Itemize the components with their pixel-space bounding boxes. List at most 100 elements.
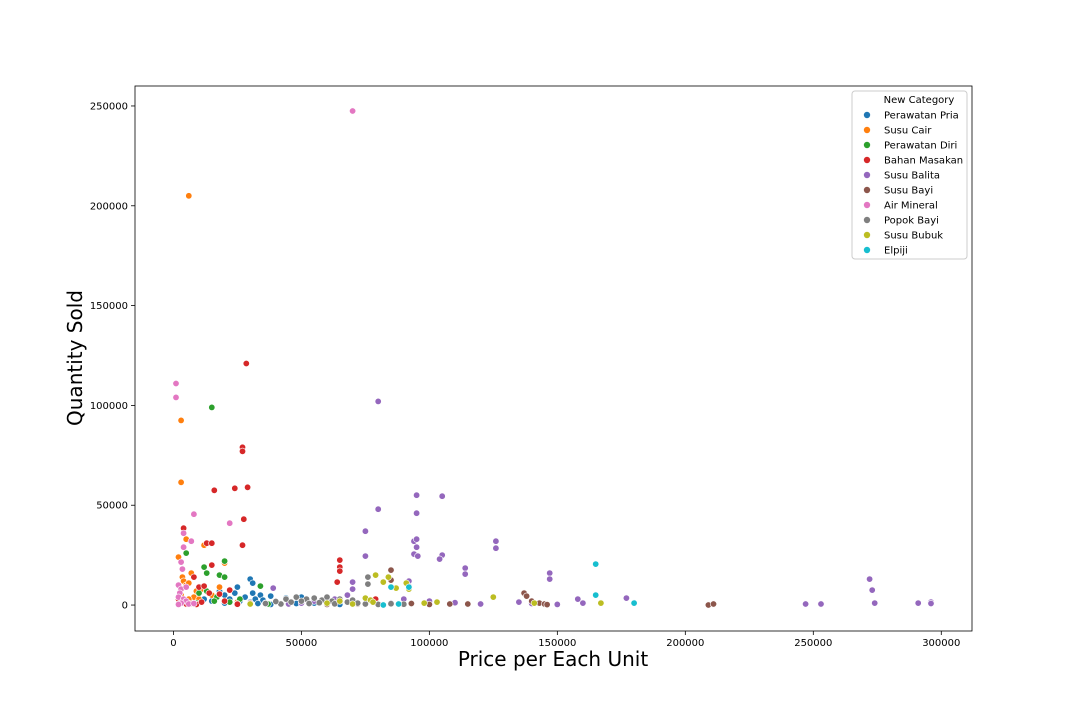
data-point xyxy=(336,567,344,575)
data-point xyxy=(305,599,313,607)
data-point xyxy=(210,597,218,605)
data-point xyxy=(233,600,241,608)
data-point xyxy=(239,447,247,455)
x-tick-label: 300000 xyxy=(922,638,960,649)
data-point xyxy=(530,599,538,607)
legend-marker xyxy=(863,111,871,119)
data-point xyxy=(187,537,195,545)
data-point xyxy=(182,549,190,557)
data-point xyxy=(374,397,382,405)
data-point xyxy=(287,598,295,606)
data-point xyxy=(221,573,229,581)
data-point xyxy=(333,578,341,586)
data-point xyxy=(231,484,239,492)
series-elpiji xyxy=(379,560,638,609)
plot-area xyxy=(134,85,973,632)
data-point xyxy=(413,491,421,499)
data-point xyxy=(231,589,239,597)
data-point xyxy=(336,597,344,605)
data-point xyxy=(914,599,922,607)
x-axis: 0 50000 100000 150000 200000 250000 300000 xyxy=(170,631,960,649)
legend-label: Susu Cair xyxy=(884,126,932,137)
data-point xyxy=(172,393,180,401)
legend-label: Elpiji xyxy=(884,246,908,257)
legend-label: Perawatan Pria xyxy=(884,111,959,122)
y-tick-label: 100000 xyxy=(90,401,128,412)
data-point xyxy=(343,591,351,599)
data-point xyxy=(297,597,305,605)
data-point xyxy=(200,582,208,590)
data-point xyxy=(221,557,229,565)
series-air-mineral xyxy=(172,107,357,608)
data-point xyxy=(208,539,216,547)
series-susu-bubuk xyxy=(246,571,605,608)
data-point xyxy=(420,599,428,607)
y-tick-label: 150000 xyxy=(90,301,128,312)
legend-label: Bahan Masakan xyxy=(884,156,963,167)
x-tick-label: 200000 xyxy=(666,638,704,649)
data-point xyxy=(208,403,216,411)
data-point xyxy=(630,599,638,607)
data-point xyxy=(461,564,469,572)
data-point xyxy=(413,543,421,551)
data-point xyxy=(190,573,198,581)
data-point xyxy=(372,571,380,579)
data-point xyxy=(464,600,472,608)
legend-marker xyxy=(863,156,871,164)
legend-label: Susu Balita xyxy=(884,171,940,182)
data-point xyxy=(256,582,264,590)
data-point xyxy=(436,555,444,563)
data-point xyxy=(364,580,372,588)
legend-label: Susu Bubuk xyxy=(884,231,943,242)
data-point xyxy=(407,599,415,607)
data-point xyxy=(310,594,318,602)
data-point xyxy=(292,593,300,601)
data-point xyxy=(868,586,876,594)
data-point xyxy=(384,573,392,581)
data-point xyxy=(177,478,185,486)
y-tick-label: 0 xyxy=(122,601,128,612)
data-point xyxy=(178,565,186,573)
data-point xyxy=(239,541,247,549)
data-point xyxy=(221,597,229,605)
legend-marker xyxy=(863,201,871,209)
data-point xyxy=(477,600,485,608)
data-point xyxy=(233,583,241,591)
data-point xyxy=(180,529,188,537)
data-point xyxy=(240,515,248,523)
legend: New Category Perawatan Pria Susu Cair Pera… xyxy=(851,90,968,260)
data-point xyxy=(315,599,323,607)
x-tick-label: 100000 xyxy=(410,638,448,649)
data-point xyxy=(172,379,180,387)
data-point xyxy=(216,590,224,598)
data-point xyxy=(349,578,357,586)
data-point xyxy=(244,483,252,491)
y-axis-label: Quantity Sold xyxy=(63,290,87,426)
legend-marker xyxy=(863,186,871,194)
legend-frame xyxy=(851,90,968,260)
data-point xyxy=(379,601,387,609)
data-point xyxy=(413,509,421,517)
data-point xyxy=(226,519,234,527)
x-tick-label: 50000 xyxy=(285,638,317,649)
legend-marker xyxy=(863,216,871,224)
data-point xyxy=(210,486,218,494)
data-point xyxy=(364,573,372,581)
legend-marker xyxy=(863,246,871,254)
data-point xyxy=(254,599,262,607)
data-point xyxy=(269,584,277,592)
data-point xyxy=(195,589,203,597)
legend-marker xyxy=(863,126,871,134)
data-point xyxy=(492,537,500,545)
data-point xyxy=(200,563,208,571)
data-point xyxy=(515,598,523,606)
data-point xyxy=(242,359,250,367)
data-point xyxy=(379,578,387,586)
data-point xyxy=(361,527,369,535)
data-point xyxy=(282,595,290,603)
data-point xyxy=(553,600,561,608)
data-point xyxy=(413,535,421,543)
data-point xyxy=(817,600,825,608)
data-point xyxy=(592,591,600,599)
